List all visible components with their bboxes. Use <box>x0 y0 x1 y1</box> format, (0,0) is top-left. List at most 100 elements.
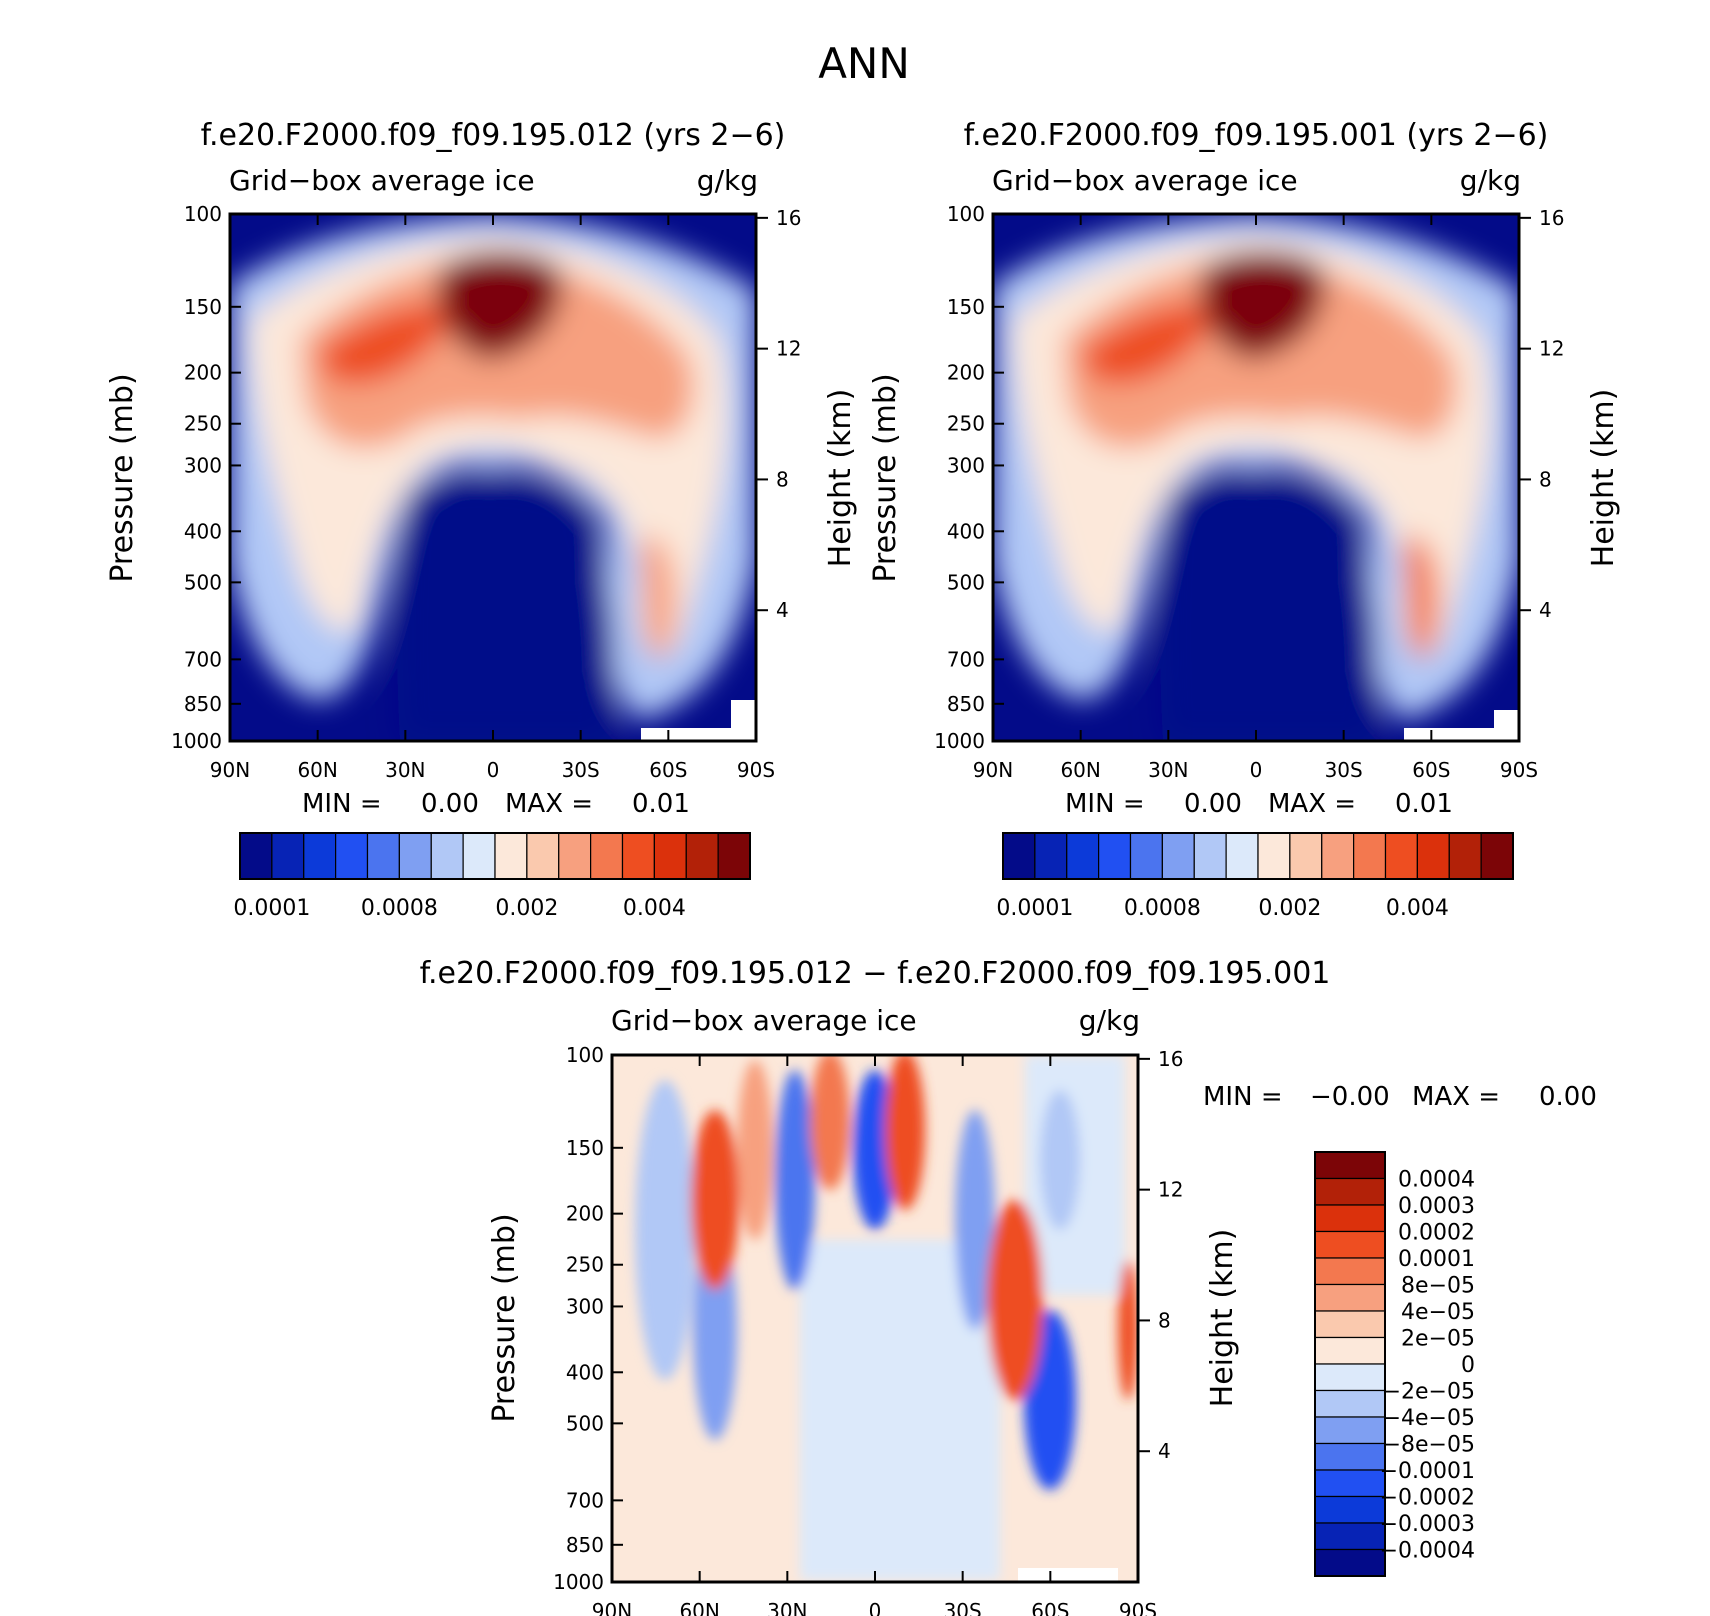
panel-3-anomaly-negative <box>955 1110 995 1330</box>
x-tick-label: 90N <box>210 758 250 782</box>
panel-3-y-ticks: 100 150 200 250 300 400 500 700 850 1000 <box>553 1043 623 1594</box>
panel-3-anomaly-positive <box>1118 1260 1138 1400</box>
panel-3-ylabel: Pressure (mb) <box>487 1213 522 1422</box>
y-tick-label: 500 <box>566 1411 604 1435</box>
colorbar-swatch <box>1480 832 1514 880</box>
colorbar-label: 0.0001 <box>1398 1247 1475 1272</box>
colorbar-swatch <box>1384 832 1418 880</box>
x-tick-label: 30N <box>1148 758 1188 782</box>
colorbar-label: −0.0003 <box>1380 1512 1475 1537</box>
figure-title: ANN <box>818 39 910 88</box>
colorbar-outline <box>239 832 751 880</box>
colorbar-swatch <box>1314 1495 1386 1524</box>
panel-1-variable-label: Grid−box average ice <box>229 164 535 197</box>
colorbar-swatch <box>1314 1177 1386 1206</box>
right-tick-label: 8 <box>776 467 789 491</box>
y-tick-label: 200 <box>947 361 985 385</box>
colorbar-label: 0.002 <box>1258 896 1321 921</box>
y-tick-label: 500 <box>184 570 222 594</box>
y-tick-label: 150 <box>184 295 222 319</box>
panel-3-anomaly-positive <box>810 1055 850 1190</box>
colorbar-swatch <box>1314 1363 1386 1392</box>
colorbar-swatch <box>1161 832 1195 880</box>
x-tick-label: 60S <box>1031 1599 1069 1616</box>
panel-2-missing-data <box>1404 728 1494 741</box>
panel-1-ylabel: Pressure (mb) <box>105 373 140 582</box>
panel-1-max-value: 0.01 <box>632 789 690 819</box>
panel-2-contour-darkred-core <box>1200 251 1325 360</box>
y-tick-label: 1000 <box>934 729 985 753</box>
x-tick-label: 30S <box>562 758 600 782</box>
panel-1-contour-deepblue-core <box>397 476 614 741</box>
colorbar-swatch <box>1314 1230 1386 1259</box>
colorbar-label: 0.0001 <box>996 896 1073 921</box>
panel-3-colorbar-labels: 0.00040.00030.00020.00018e−054e−052e−050… <box>1380 1168 1475 1564</box>
right-tick-label: 16 <box>1158 1047 1183 1071</box>
colorbar-label: 0.002 <box>495 896 558 921</box>
y-tick-label: 400 <box>566 1360 604 1384</box>
colorbar-label: 0.0003 <box>1398 1194 1475 1219</box>
y-tick-label: 100 <box>566 1043 604 1067</box>
panel-2-max-value: 0.01 <box>1395 789 1453 819</box>
colorbar-swatch <box>1066 832 1100 880</box>
y-tick-label: 100 <box>947 202 985 226</box>
y-tick-label: 400 <box>184 519 222 543</box>
panel-3-min-label: MIN = <box>1203 1082 1283 1112</box>
panel-1-ylabel-right: Height (km) <box>823 389 858 568</box>
y-tick-label: 1000 <box>553 1570 604 1594</box>
colorbar-swatch <box>1314 1283 1386 1312</box>
panel-1-contour-orange <box>320 304 447 384</box>
panel-3-anomaly-positive <box>987 1200 1043 1400</box>
colorbar-swatch <box>494 832 528 880</box>
panel-2-missing-data <box>1494 710 1519 741</box>
colorbar-label: 0.0002 <box>1398 1221 1475 1246</box>
panel-3-ylabel-right: Height (km) <box>1205 1229 1240 1408</box>
x-tick-label: 30S <box>1325 758 1363 782</box>
right-tick-label: 12 <box>776 337 801 361</box>
y-tick-label: 400 <box>947 519 985 543</box>
colorbar-swatch <box>1353 832 1387 880</box>
colorbar-swatch <box>590 832 624 880</box>
y-tick-label: 700 <box>566 1488 604 1512</box>
colorbar-swatch <box>558 832 592 880</box>
colorbar-label: 2e−05 <box>1401 1327 1475 1352</box>
panel-3-right-ticks: 16 12 8 4 <box>1138 1047 1183 1463</box>
y-tick-label: 250 <box>566 1253 604 1277</box>
x-tick-label: 30S <box>944 1599 982 1616</box>
y-tick-label: 150 <box>947 295 985 319</box>
colorbar-swatch <box>271 832 305 880</box>
x-tick-label: 60N <box>679 1599 719 1616</box>
panel-1-x-ticks: 90N 60N 30N 0 30S 60S 90S <box>210 214 775 782</box>
panel-1-min-label: MIN = <box>302 789 382 819</box>
panel-3-units: g/kg <box>1079 1004 1140 1037</box>
right-tick-label: 12 <box>1539 337 1564 361</box>
y-tick-label: 700 <box>184 647 222 671</box>
panel-1-units: g/kg <box>697 164 758 197</box>
panel-2-variable-label: Grid−box average ice <box>992 164 1298 197</box>
x-tick-label: 60S <box>1412 758 1450 782</box>
panel-3-anomaly-negative <box>635 1080 695 1380</box>
y-tick-label: 850 <box>184 692 222 716</box>
colorbar-label: 0.0004 <box>1398 1168 1475 1193</box>
y-tick-label: 200 <box>184 361 222 385</box>
colorbar-swatch <box>1314 1336 1386 1365</box>
right-tick-label: 4 <box>776 598 789 622</box>
y-tick-label: 300 <box>184 453 222 477</box>
x-tick-label: 30N <box>767 1599 807 1616</box>
colorbar-swatch <box>398 832 432 880</box>
panel-2-contour-deepblue-core <box>1160 476 1377 741</box>
panel-1-contour-lowlevel-salmon <box>640 536 676 659</box>
panel-3-anomaly-positive <box>737 1060 773 1240</box>
colorbar-swatch <box>1314 1469 1386 1498</box>
panel-1-contour-darkred-core <box>437 251 562 360</box>
x-tick-label: 60S <box>649 758 687 782</box>
y-tick-label: 300 <box>947 453 985 477</box>
panel-2-min-value: 0.00 <box>1184 789 1242 819</box>
panel-1-max-label: MAX = <box>505 789 593 819</box>
colorbar-label: 0.004 <box>1386 896 1449 921</box>
right-tick-label: 12 <box>1158 1178 1183 1202</box>
colorbar-swatch <box>430 832 464 880</box>
panel-3-anomaly-negative <box>1040 1090 1080 1230</box>
colorbar-label: −0.0004 <box>1380 1539 1475 1564</box>
